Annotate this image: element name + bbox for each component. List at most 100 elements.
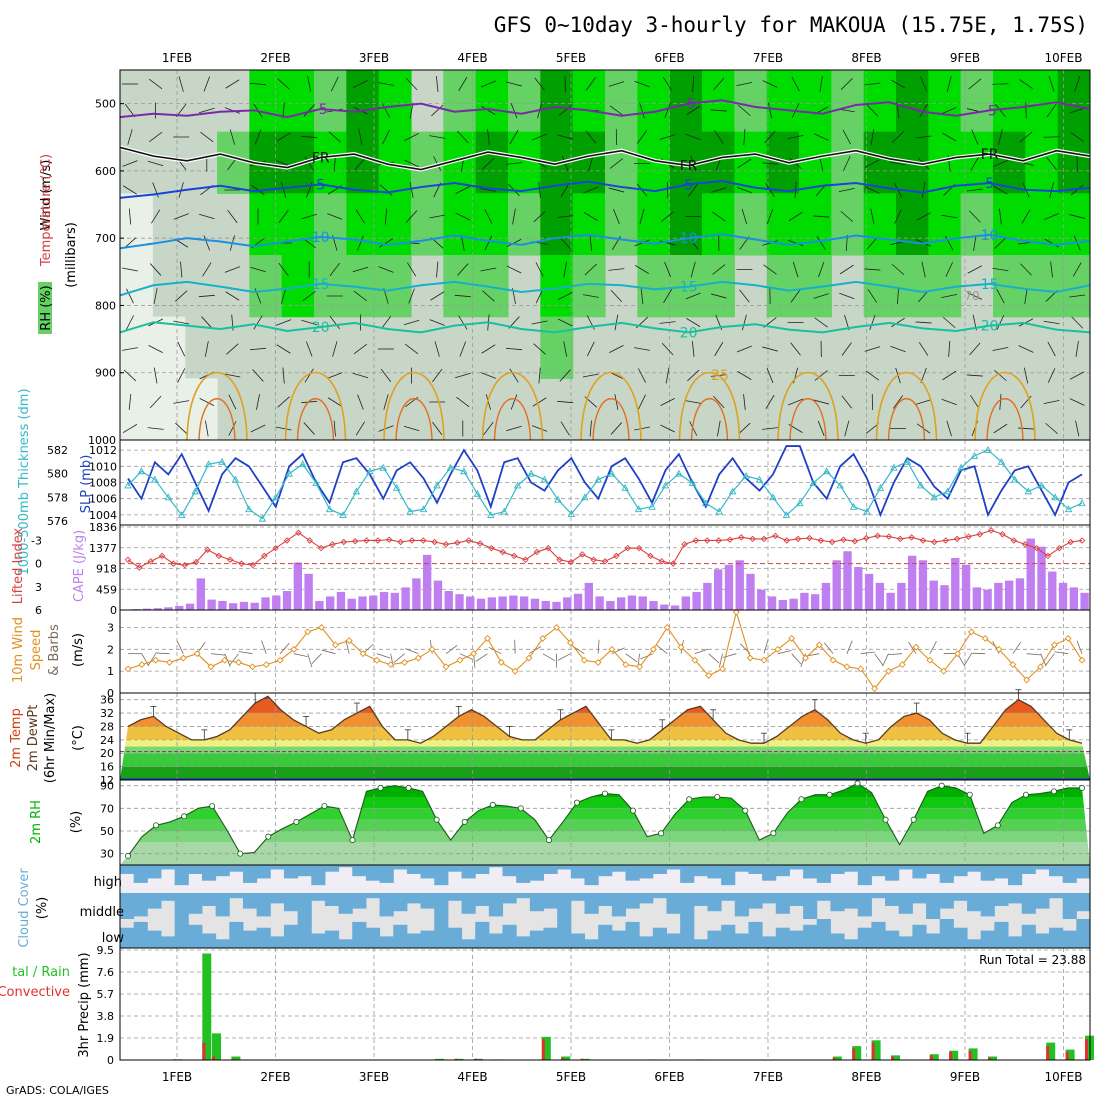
cape-bar xyxy=(552,601,561,610)
cloud-high-cell xyxy=(721,865,736,886)
wind-barb xyxy=(788,398,804,406)
wind-barb xyxy=(814,370,828,381)
rh-cell xyxy=(799,131,832,194)
wind-barb xyxy=(404,133,419,141)
cloud-low-cell xyxy=(707,930,722,948)
wind-barb xyxy=(717,420,721,437)
rh2m-point xyxy=(686,796,693,803)
wind-barb xyxy=(404,159,419,168)
wind-barb-10m xyxy=(824,642,834,654)
wind-barb xyxy=(739,289,750,303)
contour-label-p15: 15 xyxy=(312,277,330,293)
precip-conv-bar xyxy=(454,1058,458,1060)
cape-bar xyxy=(1004,580,1014,610)
wind-barb xyxy=(358,129,363,145)
wind-barb xyxy=(946,420,952,437)
wind-tick: 1 xyxy=(107,665,114,678)
precip-total-bar xyxy=(891,1055,900,1060)
rh-cell xyxy=(1025,131,1059,194)
wind-barb xyxy=(226,343,239,355)
li-point xyxy=(828,538,836,546)
wind-barb xyxy=(634,426,650,431)
wind-barb xyxy=(638,368,646,383)
cloud-middle-cell xyxy=(666,893,681,914)
wind-barb xyxy=(483,421,494,436)
cloud-level-middle: middle xyxy=(80,905,124,920)
cloud-middle-cell xyxy=(748,893,763,909)
wind-barb xyxy=(148,78,163,90)
wind-barb xyxy=(153,367,158,384)
slp-tick: 1010 xyxy=(89,460,117,473)
wind-barb xyxy=(915,135,932,139)
cape-bar xyxy=(336,591,346,610)
cloud-low-cell xyxy=(1076,919,1091,948)
date-label-top: 1FEB xyxy=(162,51,192,65)
thickness-point xyxy=(876,483,885,491)
cloud-low-cell xyxy=(188,924,203,948)
cape-bar xyxy=(282,591,292,610)
wind-barb xyxy=(482,290,495,302)
wind-barb xyxy=(814,317,828,328)
wind-barb-10m xyxy=(640,653,654,660)
wind-barb xyxy=(1069,294,1086,298)
cloud-low-cell xyxy=(516,936,531,948)
cloud-high-cell xyxy=(680,865,695,883)
wind-barb xyxy=(382,129,390,145)
wind-barb xyxy=(203,235,211,251)
rh-cell xyxy=(637,70,671,133)
thickness-point xyxy=(997,457,1006,465)
wind-barb xyxy=(640,288,644,304)
date-label-top: 4FEB xyxy=(457,51,487,65)
wind-barb xyxy=(816,236,826,250)
wind-barb xyxy=(994,369,1007,382)
cape-bar xyxy=(649,600,658,610)
rh-cell xyxy=(152,316,186,379)
wind-barb xyxy=(661,211,675,222)
wind-barb xyxy=(712,264,726,275)
precip-conv-bar xyxy=(1046,1046,1050,1060)
wind-barb xyxy=(357,394,364,410)
wind-barb xyxy=(431,104,444,117)
contour-label-fr: FR xyxy=(680,159,698,175)
rh2m-point xyxy=(1079,784,1086,791)
wind-barb xyxy=(454,294,471,298)
thickness-point xyxy=(177,511,186,519)
cloud-middle-cell xyxy=(516,893,531,899)
upper-ytick: 700 xyxy=(95,232,116,245)
cloud-high-cell xyxy=(324,865,340,872)
contour-label-p10: 10 xyxy=(981,228,999,244)
upper-ytick: 1000 xyxy=(88,434,116,447)
li-point xyxy=(942,537,949,544)
temp-ylabel-d: (°C) xyxy=(71,725,86,751)
wind10m-point xyxy=(1037,663,1044,671)
wind-barb xyxy=(281,288,287,304)
precip-total-bar xyxy=(454,1058,464,1060)
wind-barb xyxy=(329,262,340,277)
cloud-high-cell xyxy=(830,865,845,874)
li-point xyxy=(397,538,404,546)
wind-barb xyxy=(1069,107,1085,114)
wind-barb xyxy=(659,321,676,324)
cloud-low-cell xyxy=(242,930,258,948)
wind-barb xyxy=(945,235,954,251)
cape-bar xyxy=(142,608,152,610)
contour-label-m5: -5 xyxy=(682,97,696,113)
wind-barb xyxy=(435,76,439,92)
li-point xyxy=(885,533,893,540)
wind-barb xyxy=(867,289,878,303)
wind-barb xyxy=(610,422,623,435)
wind-barb xyxy=(813,133,829,141)
cloud-low-cell xyxy=(803,924,818,948)
li-point xyxy=(510,552,518,560)
li-point xyxy=(681,541,688,548)
upper-ytick: 500 xyxy=(95,98,116,111)
wind-barb xyxy=(993,423,1008,434)
cloud-high-cell xyxy=(297,865,312,877)
contour-30 xyxy=(789,398,827,440)
rh-cell xyxy=(637,255,671,318)
cape-bar xyxy=(681,596,691,610)
rh-cell xyxy=(896,70,929,133)
wind-barb xyxy=(660,424,675,433)
wind-barb xyxy=(842,129,851,145)
cape-bar xyxy=(455,594,464,610)
